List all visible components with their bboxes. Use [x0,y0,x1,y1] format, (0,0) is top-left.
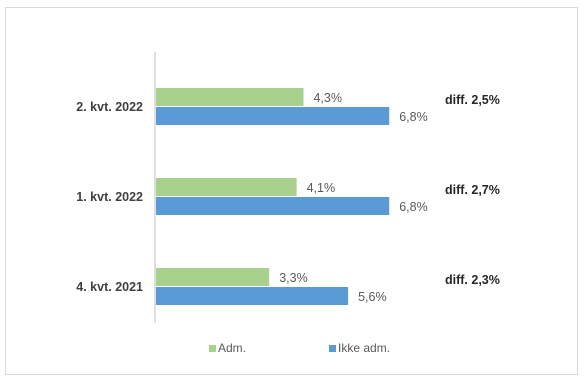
bar-ikke-adm-1-kvt-2022 [156,197,390,215]
data-label-adm-4-kvt-2021: 3,3% [279,271,308,285]
bar-adm-2-kvt-2022 [156,88,304,106]
legend-label-ikke-adm: Ikke adm. [338,341,390,355]
legend-swatch-ikke-adm [329,345,336,352]
data-label-adm-2-kvt-2022: 4,3% [313,91,342,105]
legend-label-adm: Adm. [218,341,246,355]
legend-swatch-adm [209,345,216,352]
data-label-adm-1-kvt-2022: 4,1% [307,181,336,195]
category-label-1-kvt-2022: 1. kvt. 2022 [76,190,143,204]
bar-adm-1-kvt-2022 [156,178,297,196]
diff-annotation-1-kvt-2022: diff. 2,7% [445,183,500,197]
diff-annotation-4-kvt-2021: diff. 2,3% [445,273,500,287]
data-label-ikke-adm-1-kvt-2022: 6,8% [399,200,428,214]
category-label-2-kvt-2022: 2. kvt. 2022 [76,100,143,114]
diff-annotation-2-kvt-2022: diff. 2,5% [445,93,500,107]
data-label-ikke-adm-2-kvt-2022: 6,8% [399,110,428,124]
category-label-4-kvt-2021: 4. kvt. 2021 [76,280,143,294]
bar-ikke-adm-2-kvt-2022 [156,107,390,125]
bar-adm-4-kvt-2021 [156,268,270,286]
data-label-ikke-adm-4-kvt-2021: 5,6% [358,290,387,304]
bar-ikke-adm-4-kvt-2021 [156,287,349,305]
